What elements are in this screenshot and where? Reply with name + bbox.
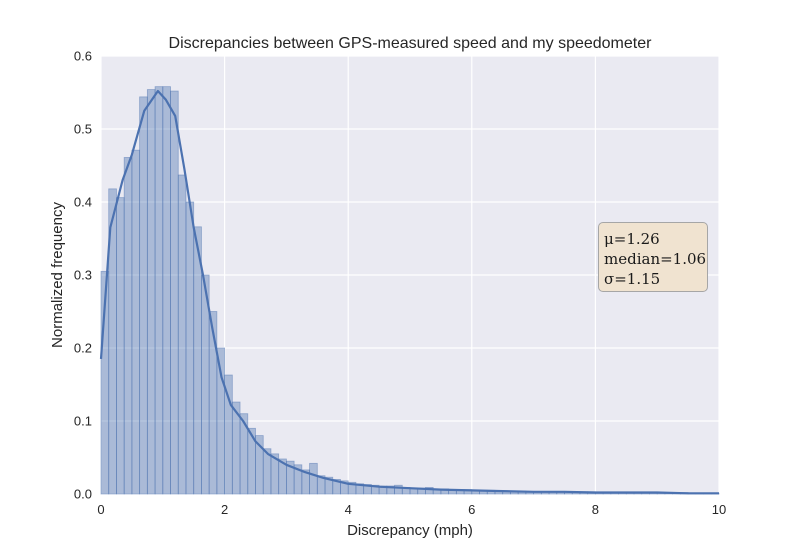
histogram-bar	[177, 174, 187, 495]
x-tick-label: 8	[592, 502, 599, 517]
stats-box: μ=1.26 median=1.06 σ=1.15	[598, 222, 708, 292]
histogram-bar	[116, 197, 125, 495]
x-axis-ticks: 0 2 4 6 8 10	[97, 502, 726, 517]
x-axis-label: Discrepancy (mph)	[347, 522, 473, 539]
y-tick-label: 0.3	[74, 268, 92, 283]
chart-title: Discrepancies between GPS-measured speed…	[169, 35, 653, 52]
y-tick-label: 0.1	[74, 414, 92, 429]
histogram-bar	[208, 311, 218, 495]
x-tick-label: 0	[97, 502, 104, 517]
x-tick-label: 10	[712, 502, 726, 517]
y-tick-label: 0.0	[74, 487, 92, 502]
x-tick-label: 6	[468, 502, 475, 517]
histogram-bar	[170, 90, 179, 495]
y-axis-ticks: 0.0 0.1 0.2 0.3 0.4 0.5 0.6	[74, 49, 92, 502]
histogram-bar	[162, 86, 171, 495]
x-tick-label: 4	[345, 502, 352, 517]
y-tick-label: 0.6	[74, 49, 92, 64]
y-tick-label: 0.4	[74, 195, 92, 210]
histogram-bar	[131, 149, 141, 495]
histogram-bar	[123, 157, 133, 495]
mean-stat: μ=1.26	[604, 230, 660, 248]
std-stat: σ=1.15	[604, 270, 661, 288]
histogram-bar	[185, 201, 195, 495]
histogram-bar	[139, 96, 148, 495]
y-tick-label: 0.5	[74, 122, 92, 137]
histogram-bar	[146, 89, 156, 495]
histogram-bar	[309, 462, 318, 495]
x-tick-label: 2	[221, 502, 228, 517]
density-line	[99, 89, 719, 495]
y-tick-label: 0.2	[74, 341, 92, 356]
y-axis-label: Normalized frequency	[49, 202, 66, 348]
histogram-bar	[154, 86, 164, 495]
histogram-bar	[193, 226, 202, 495]
median-stat: median=1.06	[604, 250, 707, 268]
